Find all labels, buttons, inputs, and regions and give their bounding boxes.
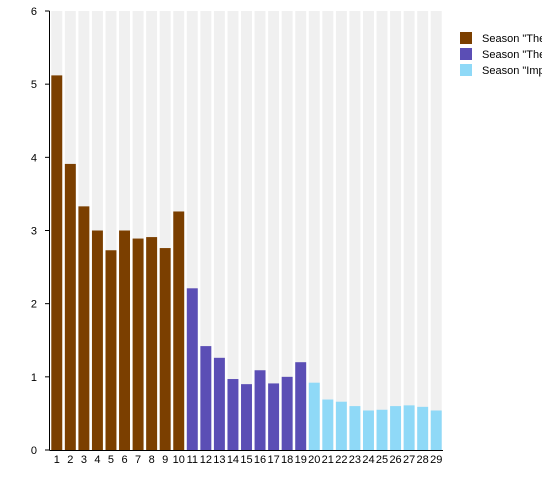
legend-label: Season "The bbox=[482, 49, 542, 61]
column-background bbox=[105, 11, 117, 450]
column-background bbox=[362, 11, 374, 450]
x-tick-label: 27 bbox=[403, 454, 415, 466]
column-background bbox=[335, 11, 347, 450]
bar bbox=[227, 379, 239, 450]
x-tick-label: 5 bbox=[108, 454, 114, 466]
x-tick-label: 29 bbox=[430, 454, 442, 466]
bar bbox=[349, 406, 361, 450]
x-tick-label: 21 bbox=[322, 454, 334, 466]
bar bbox=[132, 238, 144, 450]
column-background bbox=[417, 11, 429, 450]
bar bbox=[213, 357, 225, 450]
column-background bbox=[254, 11, 266, 450]
bar bbox=[390, 406, 402, 450]
column-background bbox=[281, 11, 293, 450]
bar bbox=[254, 370, 266, 450]
y-tick-label: 6 bbox=[31, 6, 37, 18]
column-background bbox=[376, 11, 388, 450]
x-tick-label: 23 bbox=[349, 454, 361, 466]
bar bbox=[335, 401, 347, 450]
legend: Season "The Season "The Season "Impu bbox=[460, 32, 542, 77]
bar bbox=[186, 288, 198, 450]
column-background bbox=[241, 11, 252, 450]
x-tick-label: 10 bbox=[173, 454, 185, 466]
column-background bbox=[308, 11, 320, 450]
bars bbox=[51, 75, 442, 451]
column-background bbox=[390, 11, 402, 450]
column-background bbox=[430, 11, 442, 450]
y-tick-label: 5 bbox=[31, 79, 37, 91]
y-tick-label: 4 bbox=[31, 152, 37, 164]
legend-swatch bbox=[460, 64, 472, 76]
x-tick-label: 12 bbox=[200, 454, 212, 466]
bar bbox=[51, 75, 63, 451]
x-tick-label: 8 bbox=[149, 454, 155, 466]
bar bbox=[322, 399, 334, 450]
bar bbox=[91, 230, 103, 450]
bar bbox=[362, 410, 374, 450]
bar bbox=[173, 211, 185, 450]
column-background bbox=[403, 11, 415, 450]
x-tick-label: 19 bbox=[295, 454, 307, 466]
x-tick-label: 7 bbox=[135, 454, 141, 466]
legend-swatch bbox=[460, 48, 472, 60]
x-tick-label: 25 bbox=[376, 454, 388, 466]
x-tick-label: 4 bbox=[94, 454, 100, 466]
x-tick-label: 15 bbox=[240, 454, 252, 466]
bar bbox=[64, 163, 76, 450]
x-tick-label: 14 bbox=[227, 454, 239, 466]
bar bbox=[308, 382, 320, 450]
y-tick-label: 3 bbox=[31, 226, 37, 238]
x-tick-label: 3 bbox=[81, 454, 87, 466]
bar bbox=[295, 362, 307, 450]
column-background bbox=[213, 11, 225, 450]
bar bbox=[119, 230, 131, 450]
bar bbox=[200, 346, 212, 450]
x-tick-label: 6 bbox=[121, 454, 127, 466]
column-background bbox=[227, 11, 239, 450]
column-background bbox=[146, 11, 158, 450]
bar bbox=[430, 410, 442, 450]
column-background bbox=[322, 11, 334, 450]
x-tick-label: 28 bbox=[417, 454, 429, 466]
bar bbox=[376, 409, 388, 450]
column-background bbox=[295, 11, 307, 450]
column-background bbox=[349, 11, 361, 450]
x-tick-label: 17 bbox=[267, 454, 279, 466]
x-tick-label: 16 bbox=[254, 454, 266, 466]
y-tick-label: 0 bbox=[31, 445, 37, 457]
bar bbox=[78, 206, 90, 450]
x-tick-label: 1 bbox=[54, 454, 60, 466]
legend-label: Season "The bbox=[482, 33, 542, 45]
x-tick-label: 13 bbox=[213, 454, 225, 466]
x-tick-label: 2 bbox=[67, 454, 73, 466]
column-background bbox=[200, 11, 212, 450]
column-background bbox=[186, 11, 198, 450]
x-tick-label: 22 bbox=[335, 454, 347, 466]
bar bbox=[403, 405, 415, 450]
x-tick-label: 20 bbox=[308, 454, 320, 466]
bar bbox=[241, 384, 252, 450]
x-tick-label: 24 bbox=[362, 454, 374, 466]
x-tick-label: 11 bbox=[187, 454, 198, 466]
bar bbox=[268, 383, 280, 450]
legend-label: Season "Impu bbox=[482, 65, 542, 77]
bar bbox=[159, 248, 171, 450]
column-background bbox=[132, 11, 144, 450]
bar bbox=[105, 250, 117, 450]
column-background bbox=[268, 11, 280, 450]
bar bbox=[417, 406, 429, 450]
legend-swatch bbox=[460, 32, 472, 44]
x-tick-label: 9 bbox=[162, 454, 168, 466]
bar bbox=[281, 376, 293, 450]
x-tick-label: 18 bbox=[281, 454, 293, 466]
column-background bbox=[159, 11, 171, 450]
y-tick-label: 2 bbox=[31, 299, 37, 311]
bar bbox=[146, 237, 158, 450]
x-tick-label: 26 bbox=[389, 454, 401, 466]
y-tick-label: 1 bbox=[31, 372, 37, 384]
